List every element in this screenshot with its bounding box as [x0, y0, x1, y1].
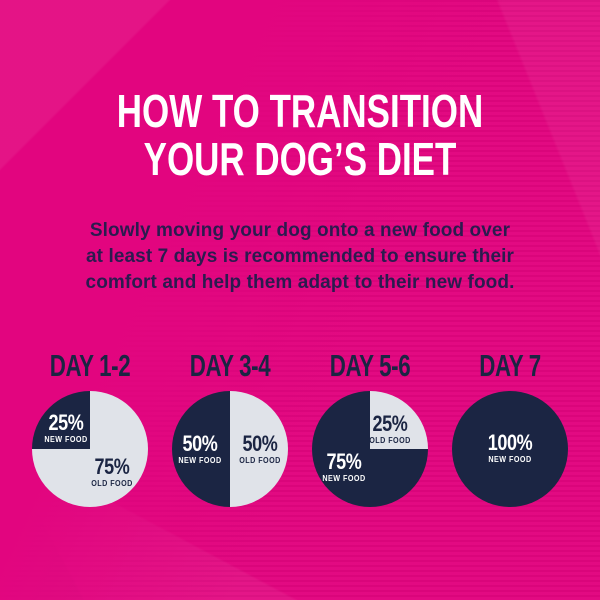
slice-name: OLD FOOD [239, 456, 281, 465]
slice-percent: 25% [372, 411, 408, 436]
page-title: HOW TO TRANSITION YOUR DOG’S DIET [0, 87, 600, 183]
pie: 25% OLD FOOD 75% NEW FOOD [312, 391, 428, 507]
page-title-line1: HOW TO TRANSITION [116, 84, 484, 137]
slice-name: NEW FOOD [178, 456, 222, 465]
slice-percent: 75% [94, 454, 130, 479]
chart-title: DAY 5-6 [329, 348, 411, 383]
slice-percent: 50% [182, 431, 218, 456]
pie-slice-label: 75% OLD FOOD [89, 456, 135, 488]
slice-percent: 100% [487, 430, 533, 455]
pie-slice-label: 50% NEW FOOD [176, 433, 224, 465]
slice-name: NEW FOOD [44, 435, 88, 444]
intro-text: Slowly moving your dog onto a new food o… [85, 220, 515, 293]
pie: 50% NEW FOOD 50% OLD FOOD [172, 391, 288, 507]
pie-slice-label: 50% OLD FOOD [237, 433, 283, 465]
slice-percent: 75% [326, 449, 362, 474]
pie: 100% NEW FOOD [452, 391, 568, 507]
chart-title: DAY 1-2 [49, 348, 131, 383]
slice-percent: 25% [48, 410, 84, 435]
slice-percent: 50% [242, 431, 278, 456]
slice-name: NEW FOOD [488, 455, 532, 464]
pie-slice-label: 25% OLD FOOD [367, 413, 413, 445]
pie-slice-label: 75% NEW FOOD [320, 451, 368, 483]
chart-title: DAY 7 [479, 348, 541, 383]
slice-name: OLD FOOD [91, 479, 133, 488]
pie-chart: DAY 1-2 25% NEW FOOD 75% OLD FOOD [20, 349, 160, 507]
pie-slice-label: 25% NEW FOOD [42, 412, 90, 444]
pie-chart: DAY 3-4 50% NEW FOOD 50% OLD FOOD [160, 349, 300, 507]
pie-slice-label: 100% NEW FOOD [483, 432, 537, 464]
chart-title: DAY 3-4 [189, 348, 271, 383]
slice-name: NEW FOOD [322, 474, 366, 483]
pie: 25% NEW FOOD 75% OLD FOOD [32, 391, 148, 507]
pie-chart: DAY 5-6 25% OLD FOOD 75% NEW FOOD [300, 349, 440, 507]
page-title-line2: YOUR DOG’S DIET [143, 132, 457, 185]
pie-chart: DAY 7 100% NEW FOOD [440, 349, 580, 507]
slice-name: OLD FOOD [369, 436, 411, 445]
